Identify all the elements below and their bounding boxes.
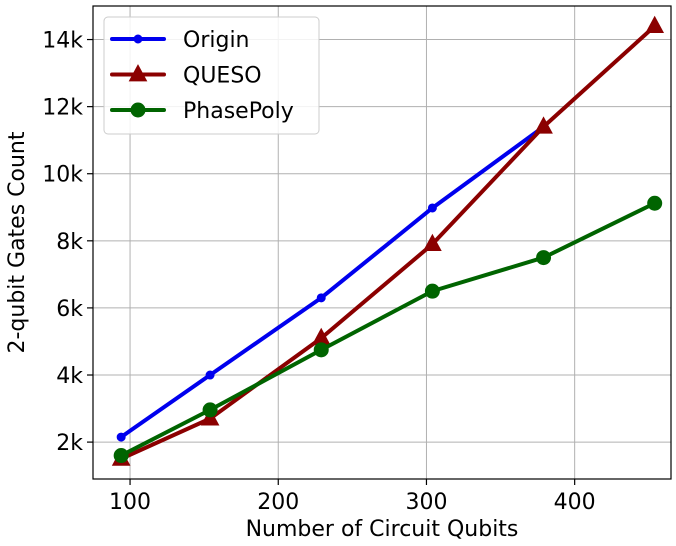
data-point-origin (316, 293, 326, 303)
series-origin (116, 122, 549, 442)
legend-marker-queso (128, 64, 148, 82)
data-point-phasepoly (313, 342, 329, 358)
data-point-phasepoly (647, 195, 663, 211)
series-line-queso (119, 24, 657, 461)
data-point-phasepoly (113, 448, 129, 464)
x-tick-label: 400 (554, 490, 596, 515)
x-axis-label: Number of Circuit Qubits (246, 517, 519, 542)
legend-marker-phasepoly (130, 102, 146, 118)
x-tick-label: 200 (257, 490, 299, 515)
data-point-origin (427, 203, 437, 213)
y-axis-label: 2-qubit Gates Count (5, 131, 30, 353)
data-point-queso (645, 15, 665, 34)
data-point-origin (205, 370, 215, 380)
plot-area-frame (92, 5, 672, 480)
data-point-queso (423, 233, 442, 252)
data-point-phasepoly (536, 250, 552, 266)
y-tick-label: 10k (42, 163, 83, 188)
y-tick-label: 4k (56, 364, 83, 389)
legend-item-phasepoly: PhasePoly (110, 99, 294, 124)
data-point-phasepoly (424, 283, 440, 299)
legend-label-origin: Origin (183, 28, 250, 53)
y-tick-label: 12k (42, 96, 83, 121)
legend-items: Origin QUESO PhasePoly (110, 28, 294, 124)
legend: Origin QUESO PhasePoly (103, 16, 320, 135)
legend-box (103, 16, 320, 135)
y-tick-label: 14k (42, 29, 83, 54)
legend-item-origin: Origin (110, 28, 250, 53)
legend-label-phasepoly: PhasePoly (183, 99, 294, 124)
data-point-phasepoly (202, 402, 218, 418)
x-tick-label: 300 (405, 490, 447, 515)
axis-ticks: 100 200 300 400 2k 4k 6k 8k 10k 12k 14k (42, 29, 595, 515)
series-lines (111, 15, 665, 466)
legend-label-queso: QUESO (183, 64, 262, 89)
legend-item-queso: QUESO (110, 64, 262, 89)
series-line-phasepoly (119, 201, 657, 458)
y-tick-label: 8k (56, 230, 83, 255)
data-point-queso (534, 116, 553, 134)
data-point-origin (116, 432, 126, 442)
series-phasepoly (113, 195, 663, 464)
y-tick-label: 6k (56, 297, 83, 322)
x-tick-label: 100 (109, 490, 151, 515)
y-tick-label: 2k (56, 431, 83, 456)
legend-marker-origin (133, 34, 143, 44)
